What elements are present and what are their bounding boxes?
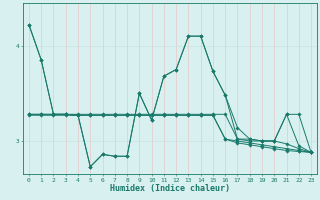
X-axis label: Humidex (Indice chaleur): Humidex (Indice chaleur) [110, 184, 230, 193]
